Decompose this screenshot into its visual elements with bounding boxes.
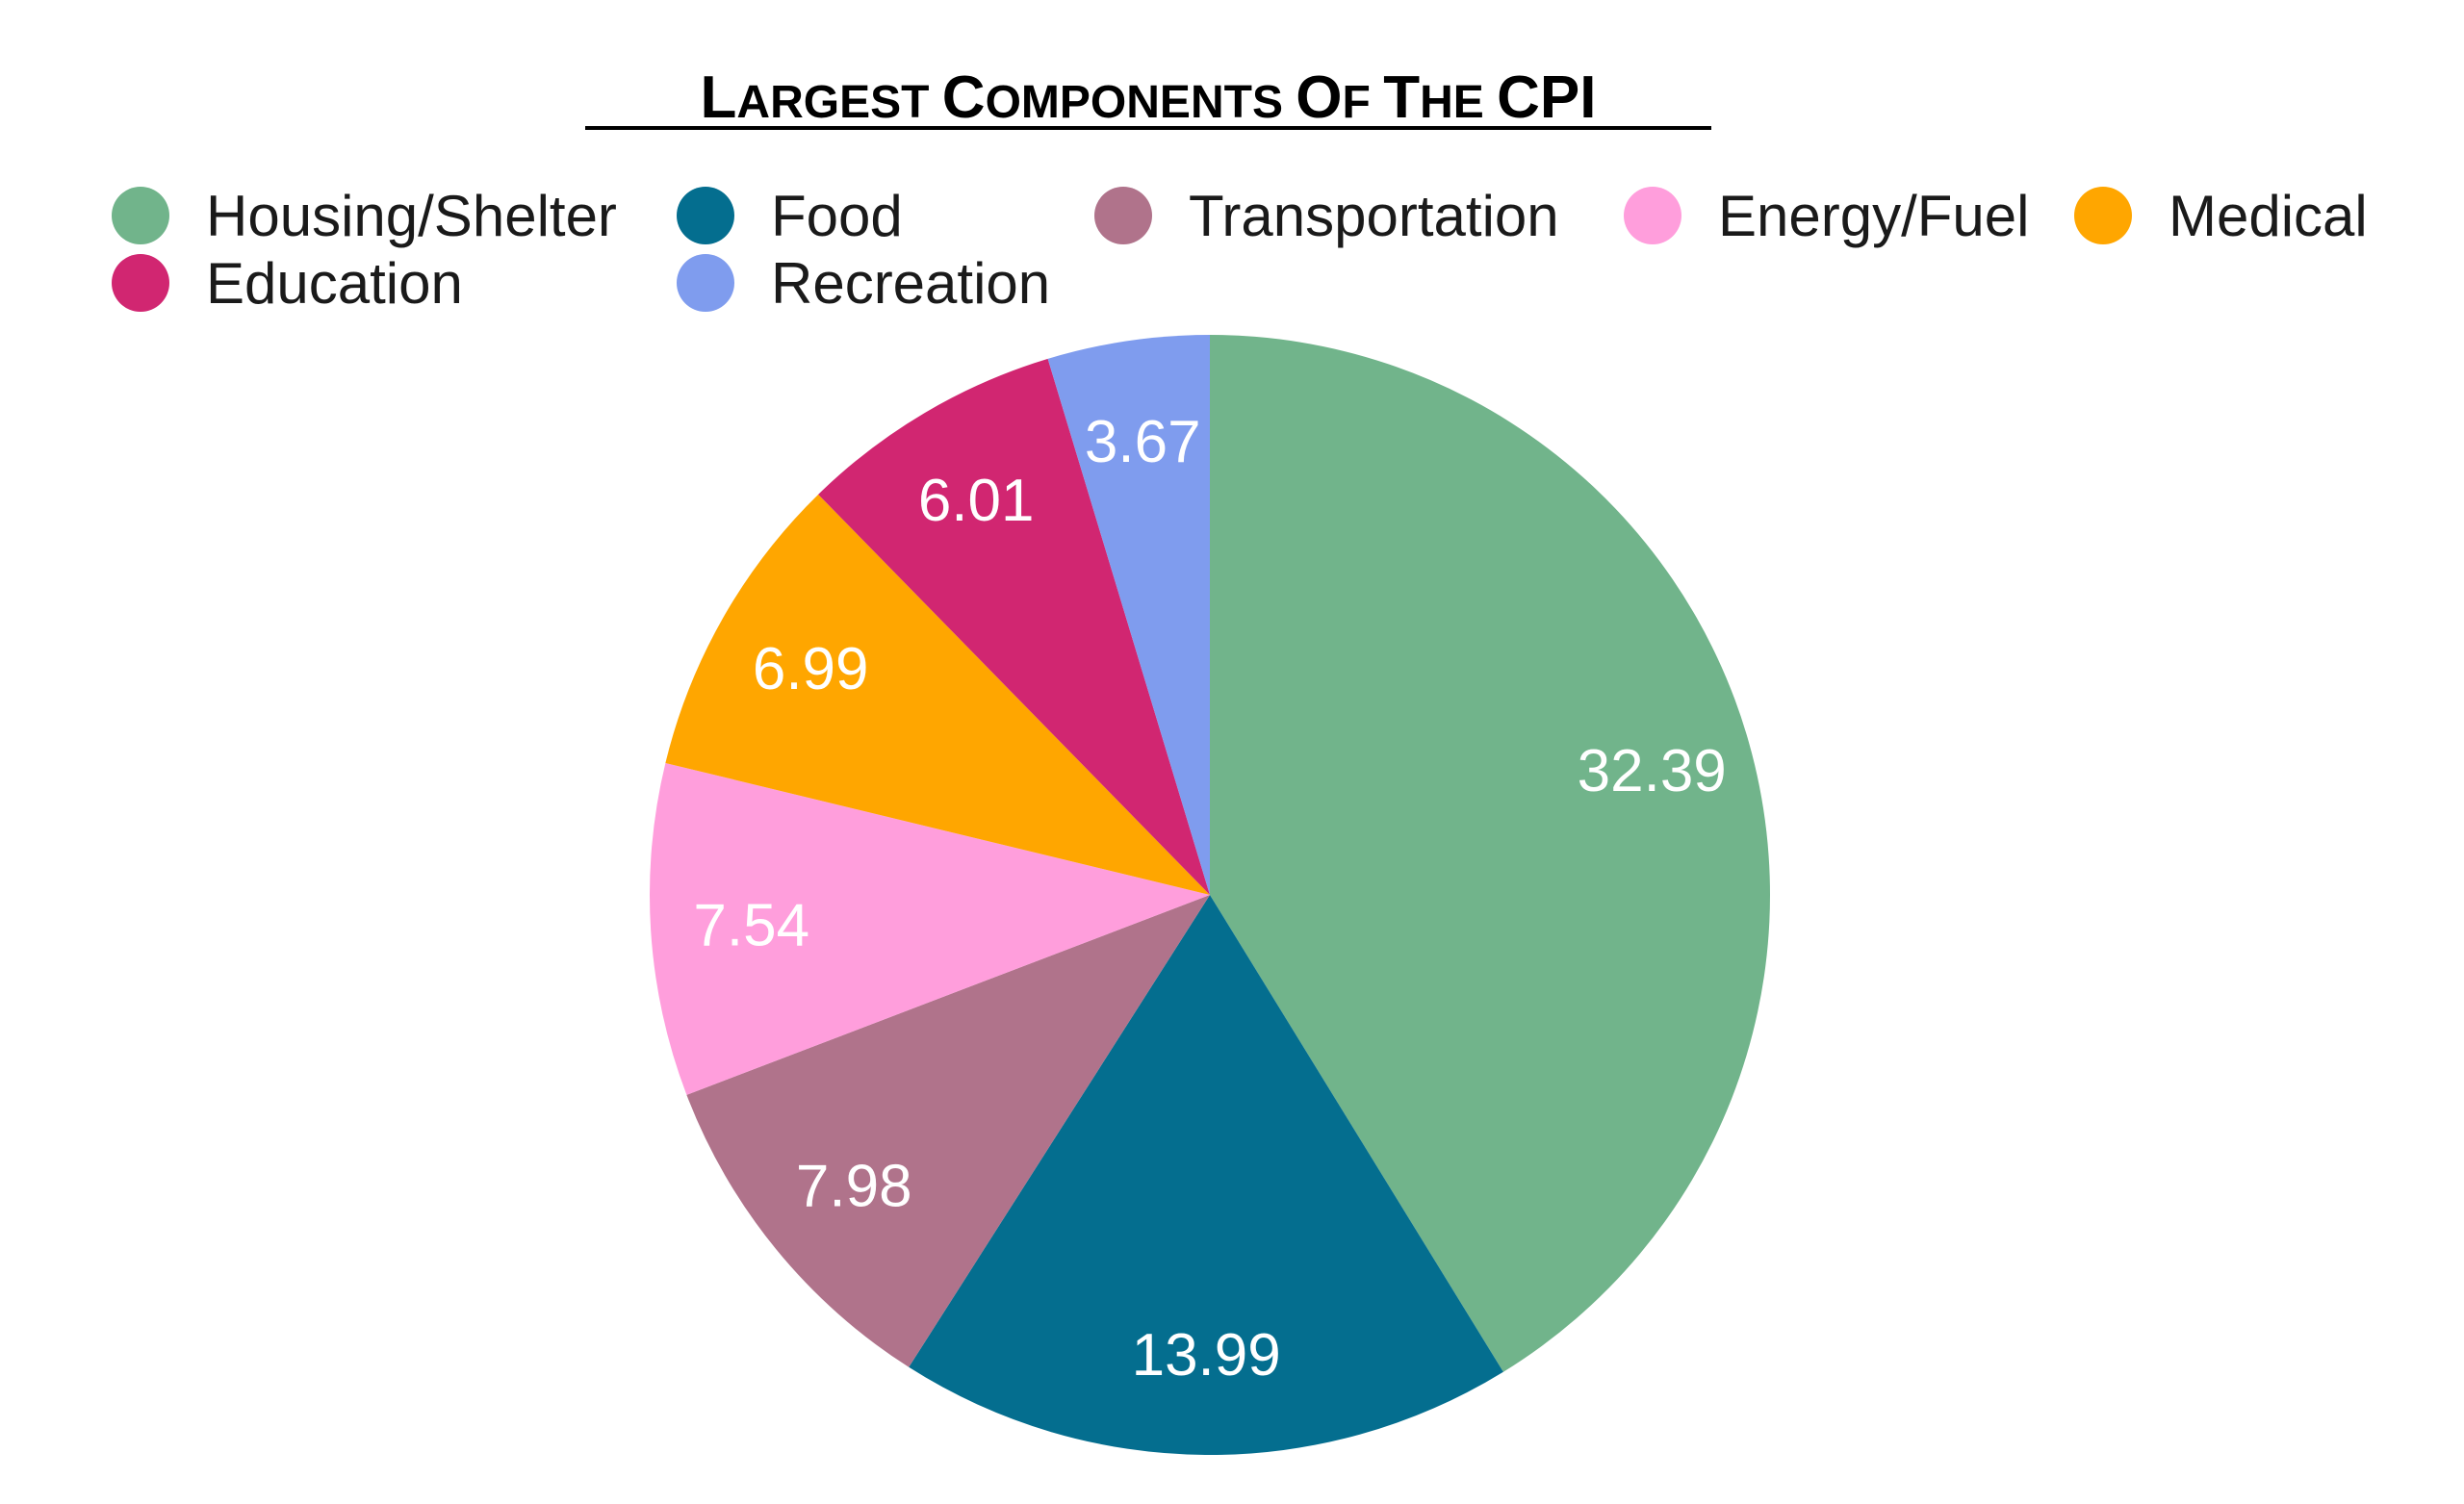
legend-swatch <box>1624 187 1681 244</box>
legend-swatch <box>112 187 169 244</box>
pie-slice <box>665 494 1210 895</box>
slice-value-label: 6.99 <box>753 636 869 702</box>
slice-value-label: 32.39 <box>1578 738 1727 804</box>
pie-slices <box>650 335 1771 1456</box>
slice-value-label: 6.01 <box>918 468 1035 534</box>
legend-label: Medical <box>2169 184 2368 248</box>
legend-label: Recreation <box>771 251 1050 316</box>
pie-slice <box>686 895 1210 1367</box>
legend-swatch <box>677 187 734 244</box>
slice-value-label: 3.67 <box>1085 409 1201 475</box>
slice-value-label: 7.98 <box>796 1154 912 1220</box>
legend-item: Transportation <box>1094 184 1559 248</box>
legend-label: Food <box>771 184 903 248</box>
legend-swatch <box>2074 187 2132 244</box>
legend-swatch <box>112 254 169 312</box>
legend-label: Energy/Fuel <box>1718 184 2030 248</box>
legend-item: Energy/Fuel <box>1624 184 2030 248</box>
legend-item: Food <box>677 184 903 248</box>
slice-value-label: 13.99 <box>1132 1322 1281 1389</box>
pie-slice <box>650 762 1210 1095</box>
chart-title: LARGEST COMPONENTS OF THE CPI <box>701 64 1597 131</box>
slice-value-label: 7.54 <box>693 892 809 958</box>
legend-label: Transportation <box>1189 184 1559 248</box>
legend-item: Housing/Shelter <box>112 184 617 248</box>
legend-item: Medical <box>2074 184 2368 248</box>
legend-swatch <box>1094 187 1152 244</box>
pie-data-labels: 32.39 13.99 7.98 7.54 6.99 6.01 3.67 <box>693 409 1726 1389</box>
legend-label: Education <box>206 251 463 316</box>
legend-item: Education <box>112 251 463 316</box>
legend-label: Housing/Shelter <box>206 184 617 248</box>
pie-slice <box>1210 335 1771 1372</box>
pie-slice <box>1047 335 1210 895</box>
legend: Housing/Shelter Food Transportation Energy/… <box>112 184 2368 316</box>
pie-slice <box>909 895 1503 1456</box>
legend-swatch <box>677 254 734 312</box>
legend-item: Recreation <box>677 251 1050 316</box>
pie-slice <box>818 358 1210 895</box>
